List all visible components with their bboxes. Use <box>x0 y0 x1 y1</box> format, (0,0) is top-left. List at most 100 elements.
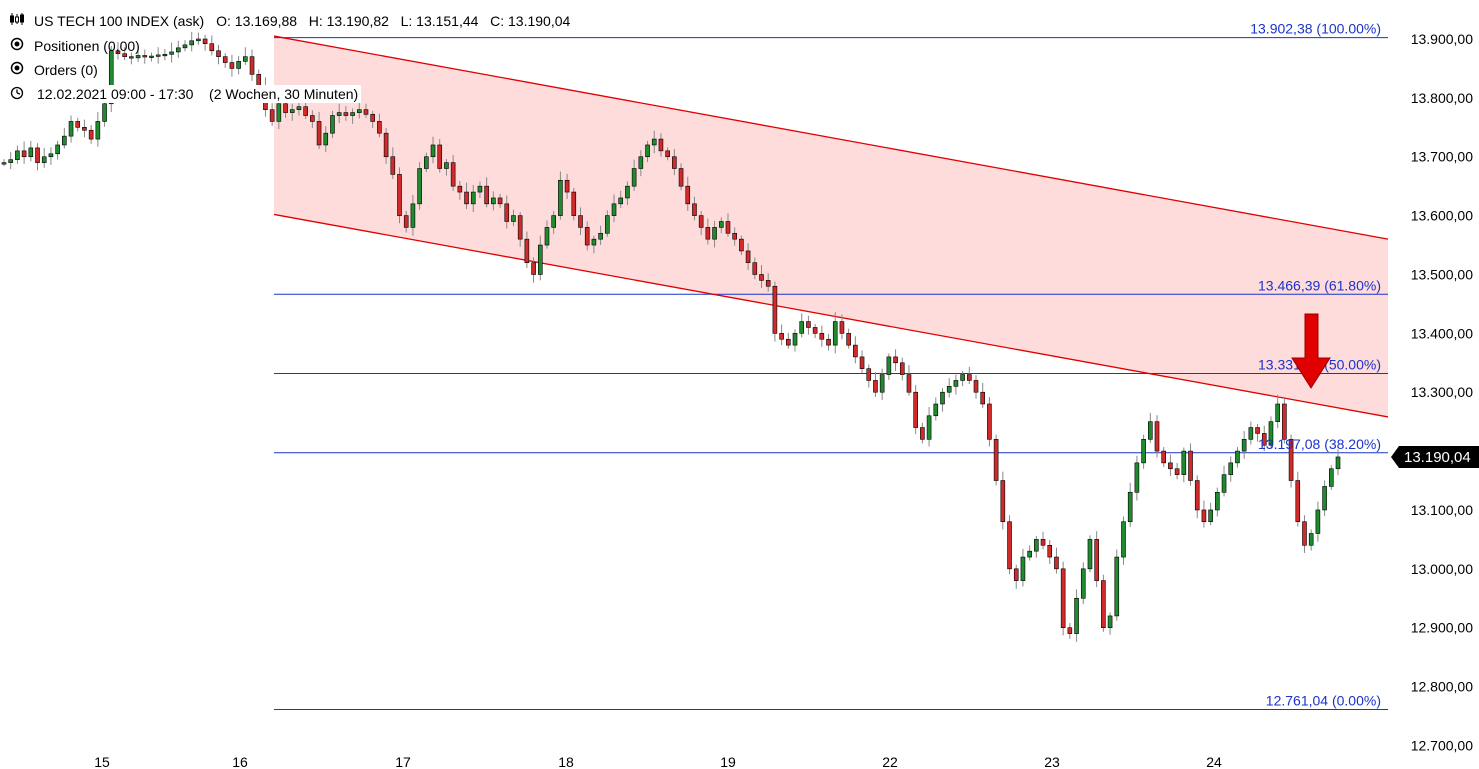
candle-body <box>537 244 543 275</box>
candle-body <box>524 238 530 264</box>
candle-body <box>1261 433 1267 446</box>
candle-body <box>1288 439 1294 481</box>
last-price-tag-bg <box>1391 445 1479 468</box>
candle-body <box>866 368 872 381</box>
candle-body <box>987 403 992 440</box>
candle-body <box>853 344 858 358</box>
candle-body <box>182 44 188 49</box>
candle-body <box>832 321 838 346</box>
candle-body <box>269 109 275 122</box>
candle-body <box>41 156 47 163</box>
candle-body <box>685 185 691 205</box>
candle-body <box>390 156 396 175</box>
candle-body <box>1121 521 1126 558</box>
candle-body <box>1087 539 1093 570</box>
candle-body <box>591 238 597 246</box>
candle-body <box>1047 544 1053 558</box>
candle-body <box>1248 427 1254 440</box>
fib-lines <box>274 37 1388 711</box>
candle-body <box>430 144 436 158</box>
candle-body <box>953 380 959 387</box>
positions-row[interactable]: Positionen (0,00) <box>8 37 140 54</box>
candle-body <box>745 250 751 264</box>
candle-body <box>806 321 811 328</box>
candle-body <box>511 215 516 222</box>
candle-body <box>82 127 87 131</box>
candle-body <box>1241 439 1247 452</box>
candle-body <box>28 147 34 158</box>
candle-body <box>826 338 831 346</box>
candle-body <box>993 439 999 481</box>
candle-body <box>779 333 784 340</box>
candle-body <box>517 215 523 240</box>
candle-body <box>571 191 577 216</box>
candle-body <box>196 38 201 42</box>
candle-body <box>155 54 161 57</box>
fib-labels: 13.902,38 (100.00%) 13.466,39 (61.80%) 13.… <box>1250 21 1381 709</box>
candle-body <box>940 391 945 405</box>
x-tick-label: 16 <box>232 754 248 769</box>
y-tick-label: 13.500,00 <box>1411 266 1473 282</box>
candle-body <box>1034 539 1039 552</box>
candle-body <box>189 40 194 46</box>
candle-body <box>1275 403 1280 422</box>
candle-body <box>899 362 905 375</box>
candle-body <box>772 285 778 334</box>
clock-icon <box>8 86 26 103</box>
candle-body <box>1013 568 1019 581</box>
candle-body <box>712 227 717 240</box>
candle-body <box>980 391 986 405</box>
signal-arrow <box>1291 313 1331 389</box>
candle-body <box>316 121 322 146</box>
orders-row[interactable]: Orders (0) <box>8 61 98 78</box>
candle-body <box>645 144 650 158</box>
candle-body <box>1282 403 1287 440</box>
candle-body <box>1228 462 1234 475</box>
candle-body <box>1315 509 1321 534</box>
candle-body <box>249 56 255 75</box>
radio-icon <box>8 37 26 54</box>
y-tick-label: 13.900,00 <box>1411 31 1473 47</box>
candle-body <box>491 197 496 205</box>
candle-body <box>792 333 798 346</box>
candle-body <box>698 215 704 228</box>
candle-body <box>893 356 898 364</box>
candle-body <box>336 112 342 116</box>
x-axis: 15 16 17 18 19 22 23 24 <box>94 754 1222 769</box>
candle-body <box>55 144 60 155</box>
candle-body <box>1181 450 1187 475</box>
candle-body <box>1040 539 1046 546</box>
candle-body <box>946 386 952 393</box>
candle-body <box>1074 597 1079 634</box>
candle-body <box>450 162 456 187</box>
candle-body <box>665 150 670 158</box>
period-row[interactable]: 12.02.2021 09:00 - 17:30 (2 Wochen, 30 M… <box>8 85 362 103</box>
candle-body <box>1148 421 1153 440</box>
candle-body <box>1127 491 1133 523</box>
candle-body <box>846 333 851 346</box>
candle-body <box>1174 468 1180 475</box>
candle-body <box>739 238 744 252</box>
fib-label: 13.197,08 (38.20%) <box>1258 436 1381 452</box>
candle-body <box>605 215 610 234</box>
candle-body <box>544 227 550 246</box>
candle-body <box>1268 421 1274 446</box>
x-tick-label: 15 <box>94 754 110 769</box>
candle-body <box>1027 550 1032 558</box>
candle-body <box>799 321 805 334</box>
candle-body <box>638 156 644 169</box>
candle-body <box>886 356 892 375</box>
x-tick-label: 17 <box>395 754 411 769</box>
candle-body <box>819 333 825 340</box>
candle-body <box>765 280 771 287</box>
ohlc-values: O: 13.169,88 H: 13.190,82 L: 13.151,44 C… <box>216 12 571 29</box>
candle-body <box>1154 421 1160 452</box>
candle-body <box>584 227 590 246</box>
y-tick-label: 12.900,00 <box>1411 620 1473 636</box>
candle-body <box>15 150 20 160</box>
candle-body <box>88 129 94 140</box>
candle-body <box>310 115 315 122</box>
candle-body <box>397 174 402 216</box>
candle-body <box>1107 615 1113 629</box>
